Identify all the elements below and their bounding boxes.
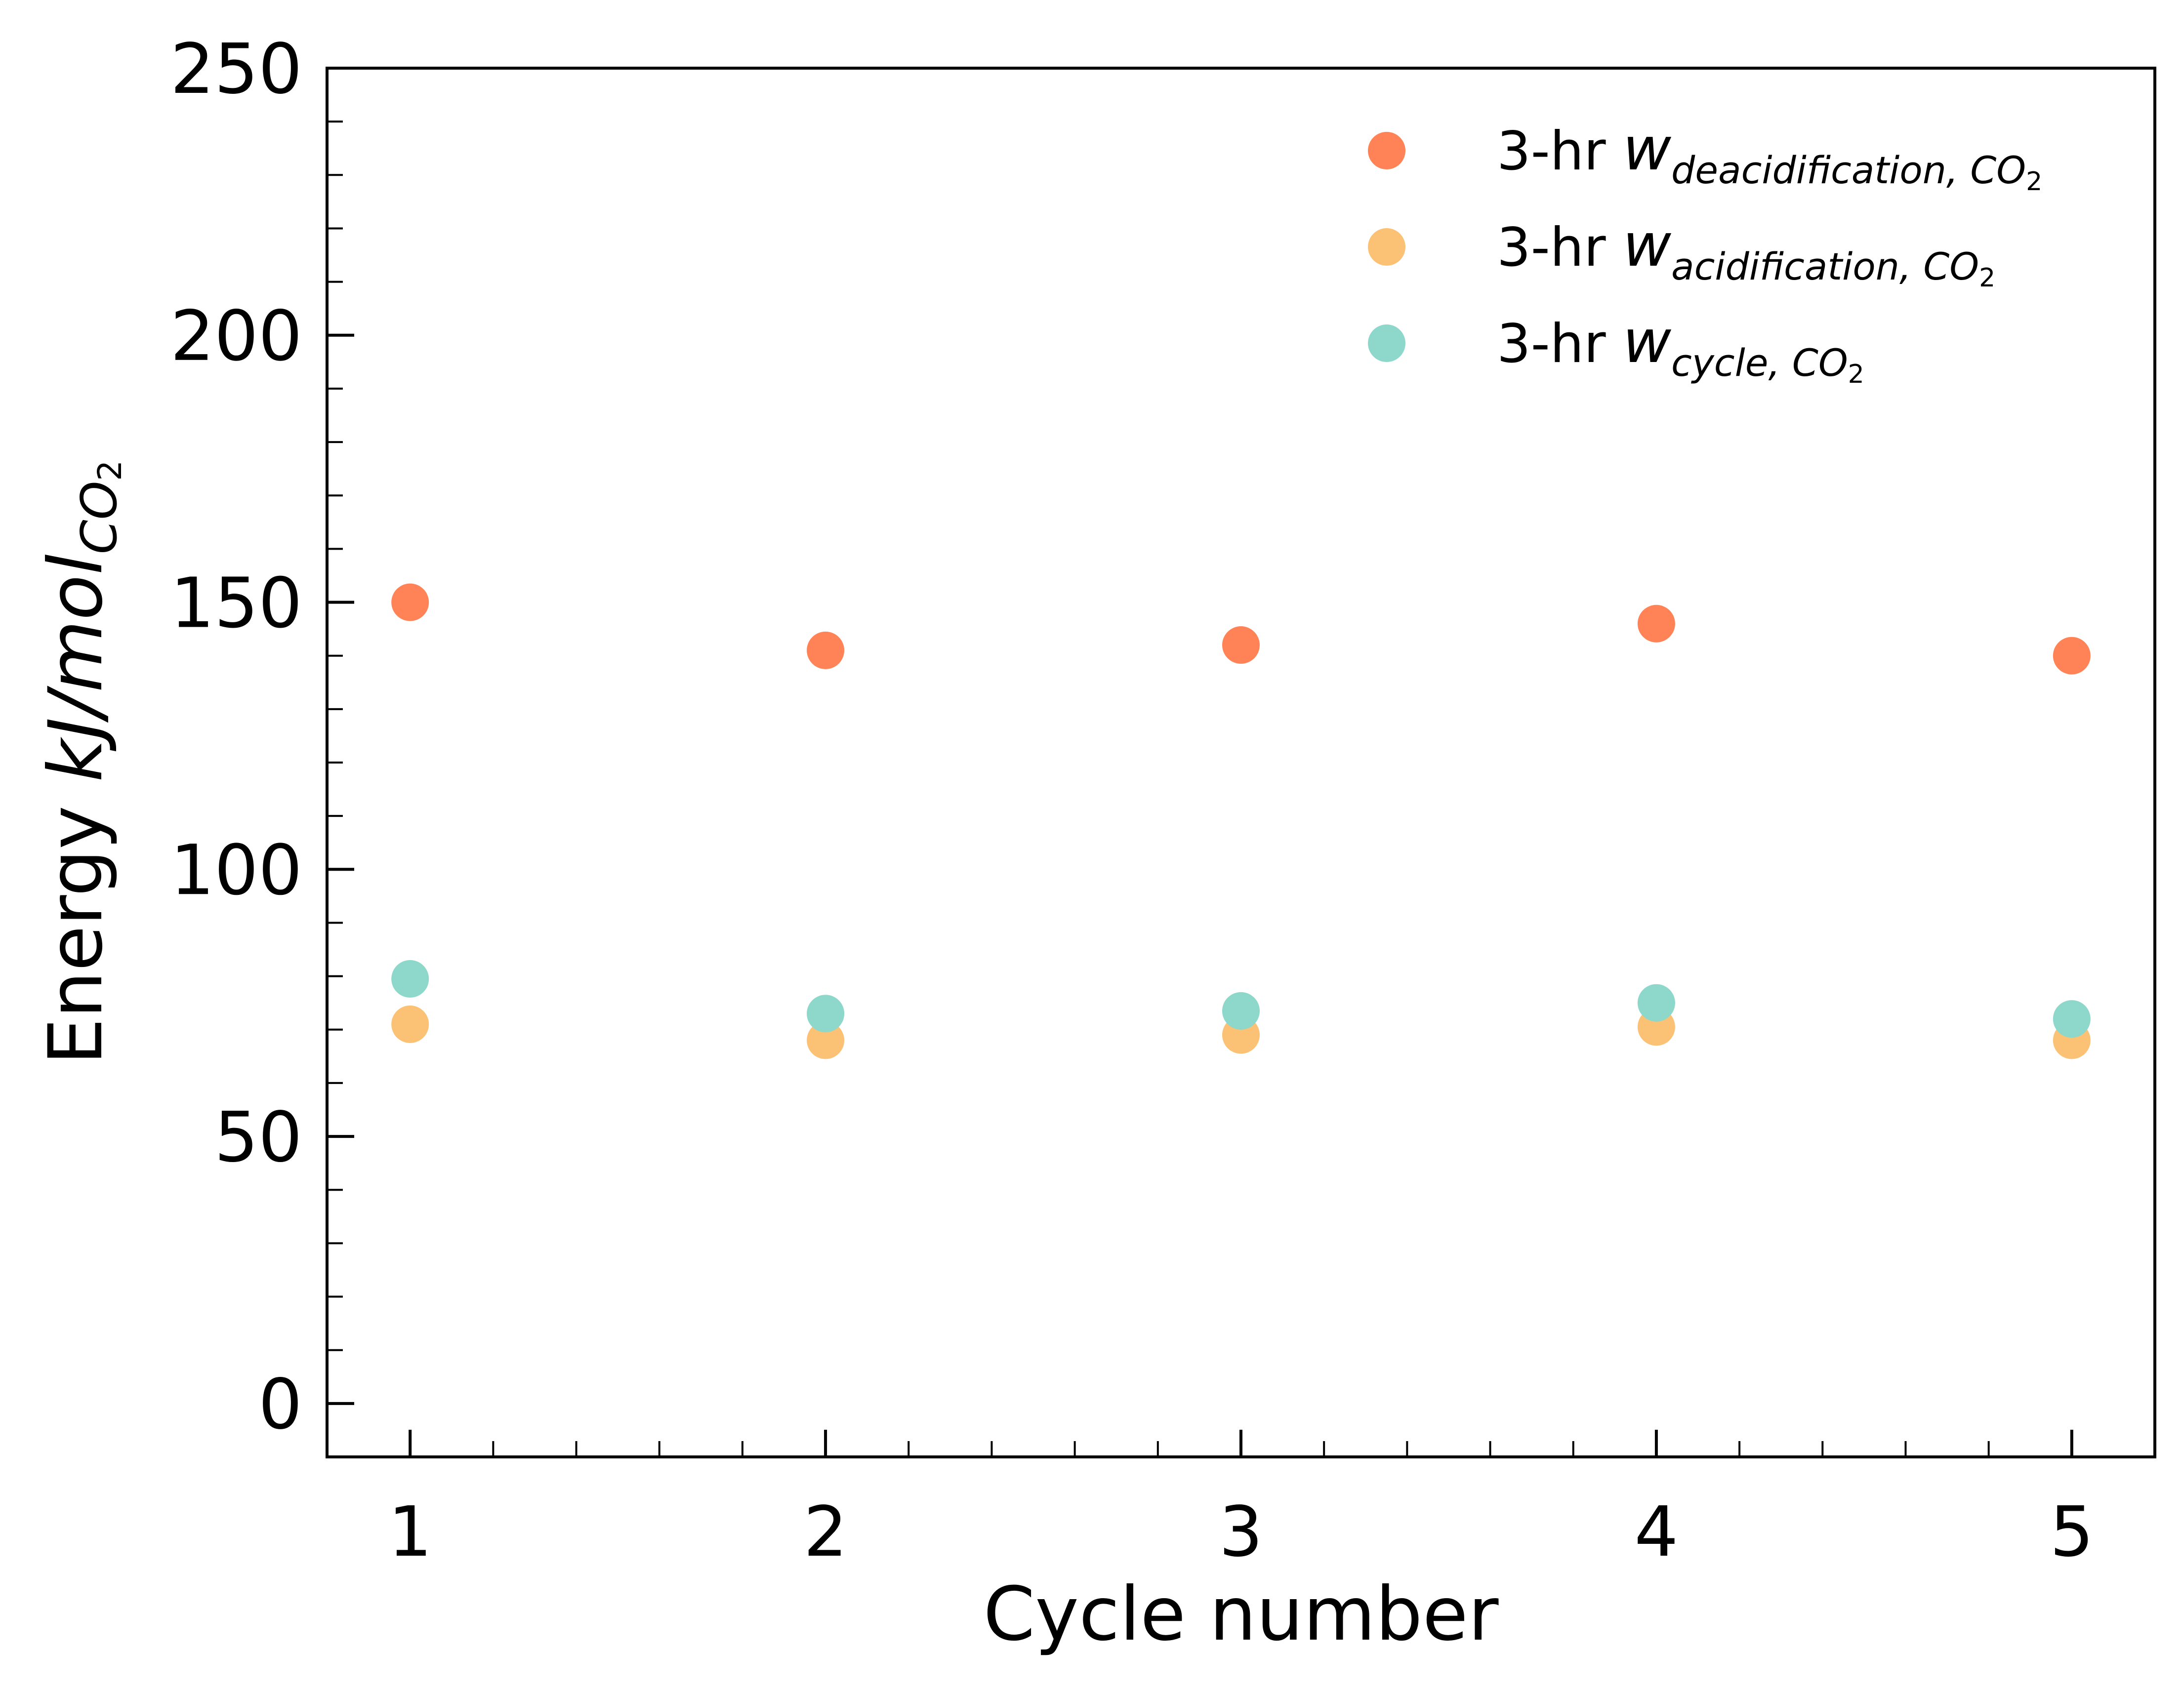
data-point-series-2 [391,1005,429,1043]
legend-label-sub: acidification, CO [1671,244,1979,288]
legend-label: 3-hr wcycle, CO2 [1497,308,1864,389]
data-point-series-1 [391,583,429,621]
y-tick-label: 100 [170,830,302,911]
data-point-series-1 [2053,637,2091,675]
y-tick-label: 50 [214,1097,302,1178]
legend-label-sub: deacidification, CO [1671,148,2026,192]
legend-label-sub-digit: 2 [1848,360,1864,389]
y-axis-label-unit-sub: CO [70,481,128,555]
x-tick-label: 3 [1219,1492,1263,1572]
legend-label-sub-digit: 2 [1979,263,1995,293]
data-point-series-2 [807,1021,845,1059]
data-point-series-1 [807,631,845,669]
legend-label-var: w [1623,115,1672,184]
legend-label-var: w [1623,308,1672,376]
data-point-series-3 [391,960,429,998]
legend-label-prefix: 3-hr [1497,217,1623,279]
y-axis-label-prefix: Energy [33,782,119,1065]
x-tick-label: 4 [1634,1492,1678,1572]
x-axis-ticks: 1 2 3 4 5 [388,1430,2094,1572]
legend-label-sub-digit: 2 [2026,167,2042,197]
x-tick-label: 1 [388,1492,432,1572]
x-axis-label: Cycle number [983,1571,1498,1657]
data-point-series-1 [1222,626,1260,664]
legend-label-sub: cycle, CO [1671,341,1848,385]
data-point-series-3 [1222,992,1260,1030]
x-tick-label: 2 [804,1492,848,1572]
y-axis-label-unit-sub-digit: 2 [91,460,129,481]
y-tick-label: 200 [170,296,302,377]
data-points [391,583,2091,1059]
legend-label-prefix: 3-hr [1497,313,1623,375]
legend-marker [1368,132,1405,169]
x-tick-label: 5 [2050,1492,2094,1572]
y-axis-label-unit: kJ/mol [33,554,119,782]
legend-marker [1368,228,1405,266]
y-tick-label: 250 [170,29,302,110]
y-axis-label: Energy kJ/molCO2 [33,460,129,1065]
legend-marker [1368,324,1405,362]
y-tick-label: 0 [258,1365,302,1445]
legend-label-prefix: 3-hr [1497,121,1623,182]
y-axis-ticks: 0 50 100 150 200 250 [170,29,354,1445]
data-point-series-1 [1637,604,1675,643]
legend-label-var: w [1623,211,1672,280]
y-tick-label: 150 [170,564,302,644]
data-point-series-3 [2053,1000,2091,1038]
legend-label: 3-hr wacidification, CO2 [1497,211,1995,293]
legend-label: 3-hr wdeacidification, CO2 [1497,115,2042,197]
data-point-series-3 [1637,984,1675,1022]
data-point-series-3 [807,995,845,1033]
